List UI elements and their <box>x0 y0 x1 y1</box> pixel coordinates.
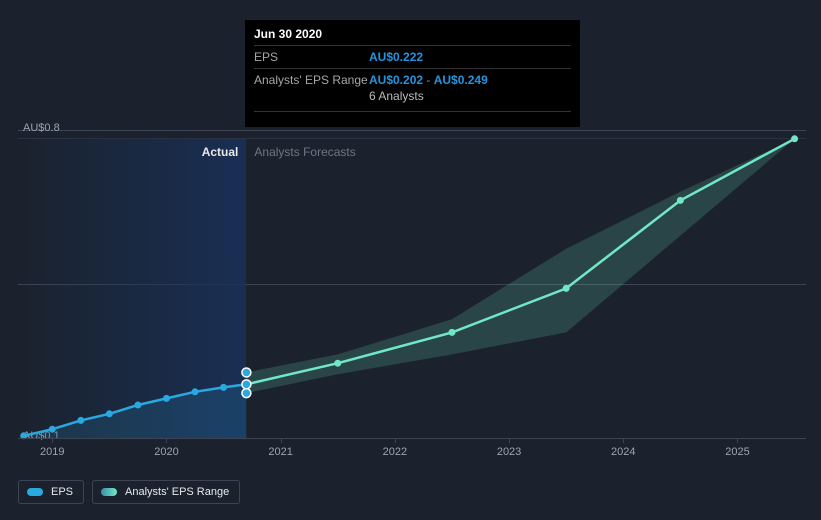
current-marker <box>242 368 251 377</box>
range-band <box>246 139 794 393</box>
legend-swatch <box>27 488 43 496</box>
current-marker <box>242 389 251 398</box>
eps-actual-point <box>220 384 227 391</box>
eps-forecast-point <box>448 329 455 336</box>
eps-forecast-line <box>246 139 794 384</box>
legend-swatch <box>101 488 117 496</box>
eps-forecast-point <box>677 197 684 204</box>
eps-actual-point <box>163 395 170 402</box>
eps-forecast-point <box>334 360 341 367</box>
eps-actual-point <box>192 388 199 395</box>
eps-actual-point <box>77 417 84 424</box>
eps-actual-point <box>134 402 141 409</box>
chart-svg <box>0 0 821 520</box>
eps-actual-point <box>106 410 113 417</box>
legend-label: EPS <box>51 486 73 498</box>
eps-forecast-point <box>791 135 798 142</box>
eps-forecast-point <box>563 285 570 292</box>
legend-item-range[interactable]: Analysts' EPS Range <box>92 480 240 504</box>
legend: EPS Analysts' EPS Range <box>18 480 240 504</box>
eps-actual-area <box>24 384 247 438</box>
current-marker <box>242 380 251 389</box>
eps-actual-point <box>49 426 56 433</box>
legend-label: Analysts' EPS Range <box>125 486 229 498</box>
x-axis-line <box>18 438 806 439</box>
legend-item-eps[interactable]: EPS <box>18 480 84 504</box>
